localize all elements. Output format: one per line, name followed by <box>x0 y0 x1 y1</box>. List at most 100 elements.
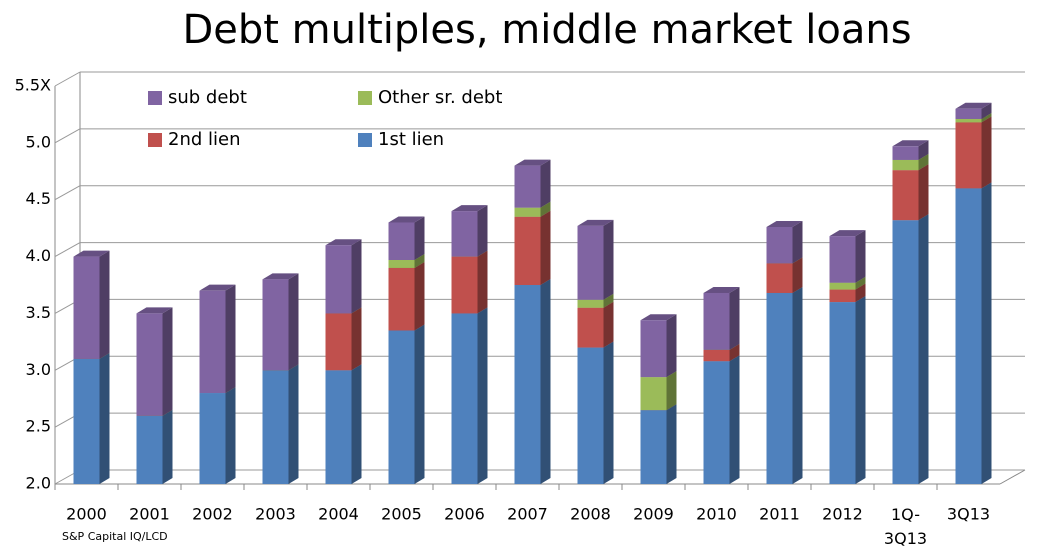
grid-line <box>54 128 81 144</box>
bar-segment <box>955 116 992 189</box>
bar-segment <box>73 352 110 484</box>
bar-segment <box>514 279 551 484</box>
bar <box>640 410 667 484</box>
x-tick-label: 3Q13 <box>947 505 990 524</box>
bar <box>325 370 352 484</box>
y-tick-label: 2.0 <box>26 474 51 493</box>
bar-segment <box>388 324 425 484</box>
bar-top <box>73 250 110 257</box>
bar <box>955 108 982 119</box>
bar-side <box>981 116 992 189</box>
x-tick-label: 2005 <box>381 505 422 524</box>
bar-segment <box>514 210 551 285</box>
y-tick-label: 4.5 <box>26 189 51 208</box>
bar-segment <box>514 159 551 208</box>
bar-side <box>540 279 551 484</box>
bar-segment <box>829 296 866 484</box>
x-tick-label: 2007 <box>507 505 548 524</box>
x-tick-label: 2011 <box>759 505 800 524</box>
bar-side <box>666 371 677 411</box>
grid-line <box>54 71 81 87</box>
bar-side <box>792 221 803 264</box>
bar <box>451 211 478 257</box>
bar-segment <box>136 409 173 484</box>
y-tick-label: 4.0 <box>26 246 51 265</box>
bar <box>892 159 919 171</box>
bar-top <box>892 140 929 147</box>
bar-side <box>792 286 803 484</box>
bar-segment <box>640 314 677 378</box>
bar-segment <box>73 250 110 359</box>
bar-side <box>981 112 992 123</box>
y-tick-label: 5.0 <box>26 132 51 151</box>
bar <box>955 188 982 485</box>
bar-side <box>351 307 362 371</box>
bar-side <box>603 219 614 300</box>
bar-side <box>162 409 173 484</box>
bar-side <box>540 201 551 217</box>
x-tick-label: 2012 <box>822 505 863 524</box>
bar-side <box>855 276 866 290</box>
bar-side <box>225 387 236 484</box>
x-tick-label: 2001 <box>129 505 170 524</box>
bar-side <box>729 286 740 350</box>
bar-side <box>477 250 488 314</box>
bar-side <box>981 102 992 119</box>
bar <box>325 245 352 314</box>
bar-segment <box>829 230 866 283</box>
bar <box>199 393 226 484</box>
axis-line <box>999 469 1026 485</box>
x-tick-label-line: 1Q- <box>891 505 920 524</box>
bar-side <box>414 253 425 268</box>
bar-top <box>829 230 866 237</box>
bar <box>766 292 793 484</box>
bar-segment <box>892 140 929 160</box>
bar-segment <box>262 364 299 484</box>
bar-segment <box>577 341 614 484</box>
x-tick-label: 2003 <box>255 505 296 524</box>
bar-top <box>955 102 992 109</box>
bar <box>577 299 604 308</box>
bar-top <box>577 219 614 226</box>
bar-side <box>225 284 236 394</box>
bar-segment <box>640 404 677 484</box>
bar <box>829 282 856 290</box>
grid-line <box>54 242 81 258</box>
bar <box>199 290 226 394</box>
bar <box>640 377 667 411</box>
bar <box>262 279 289 371</box>
legend-swatch <box>358 133 372 147</box>
bar <box>577 225 604 300</box>
x-tick-label-line: 3Q13 <box>884 529 927 548</box>
y-tick-label: 3.0 <box>26 360 51 379</box>
bar <box>577 307 604 348</box>
bar-side <box>918 153 929 171</box>
bar-segment <box>451 307 488 484</box>
bar-side <box>477 205 488 257</box>
bar <box>955 118 982 123</box>
legend-swatch <box>148 133 162 147</box>
bar <box>766 263 793 293</box>
bar-side <box>351 364 362 484</box>
bar <box>829 236 856 283</box>
bar <box>829 289 856 303</box>
bar-side <box>288 273 299 371</box>
bar-side <box>351 239 362 314</box>
bar-side <box>414 216 425 260</box>
bar <box>388 259 415 268</box>
bar-side <box>603 341 614 484</box>
bar-segment <box>262 273 299 371</box>
bar-side <box>603 301 614 348</box>
x-tick-label: 1Q- 3Q13 <box>884 505 927 548</box>
bar-side <box>666 314 677 378</box>
bar-side <box>918 140 929 160</box>
bar-segment <box>892 214 929 484</box>
bar <box>514 285 541 484</box>
bar-side <box>918 214 929 484</box>
source: S&P Capital IQ/LCD <box>62 530 168 543</box>
x-tick-label: 2002 <box>192 505 233 524</box>
bar-side <box>792 257 803 293</box>
bar-segment <box>388 216 425 260</box>
bar-side <box>99 250 110 359</box>
